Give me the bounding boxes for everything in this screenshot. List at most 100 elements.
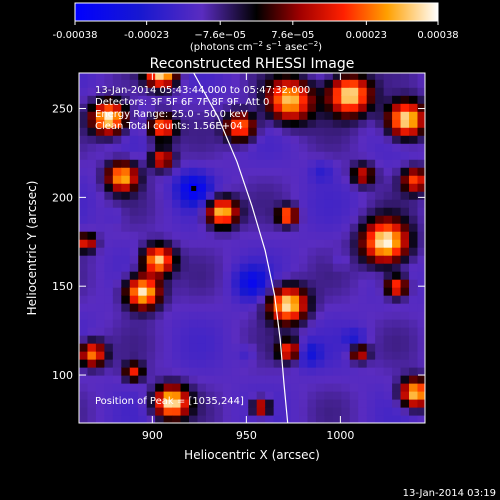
heatmap-cell: [95, 215, 105, 224]
heatmap-cell: [104, 391, 114, 400]
heatmap-cell: [248, 79, 258, 88]
heatmap-cell: [366, 135, 376, 144]
heatmap-cell: [417, 319, 425, 328]
heatmap-cell: [332, 335, 342, 344]
heatmap-cell: [299, 143, 309, 152]
heatmap-cell: [409, 207, 419, 216]
heatmap-cell: [349, 271, 359, 280]
heatmap-cell: [265, 191, 275, 200]
heatmap-cell: [95, 231, 105, 240]
heatmap-cell: [129, 95, 139, 104]
y-axis-label: Heliocentric Y (arcsec): [25, 181, 39, 316]
heatmap-cell: [146, 151, 156, 160]
heatmap-cell: [400, 175, 410, 184]
heatmap-cell: [324, 311, 334, 320]
heatmap-cell: [341, 359, 351, 368]
heatmap-cell: [383, 271, 393, 280]
heatmap-cell: [121, 399, 131, 408]
heatmap-cell: [265, 135, 275, 144]
heatmap-cell: [409, 231, 419, 240]
heatmap-cell: [112, 199, 122, 208]
heatmap-cell: [112, 103, 122, 112]
heatmap-cell: [87, 311, 97, 320]
heatmap-cell: [146, 327, 156, 336]
heatmap-cell: [307, 167, 317, 176]
heatmap-cell: [95, 151, 105, 160]
heatmap-cell: [189, 383, 199, 392]
heatmap-cell: [332, 135, 342, 144]
heatmap-cell: [282, 167, 292, 176]
heatmap-cell: [231, 311, 241, 320]
heatmap-cell: [163, 367, 173, 376]
heatmap-cell: [358, 351, 368, 360]
heatmap-cell: [375, 303, 385, 312]
heatmap-cell: [112, 263, 122, 272]
heatmap-cell: [172, 223, 182, 232]
heatmap-cell: [248, 279, 258, 288]
heatmap-cell: [189, 231, 199, 240]
heatmap-cell: [290, 311, 300, 320]
heatmap-cell: [189, 191, 199, 200]
heatmap-cell: [129, 111, 139, 120]
heatmap-cell: [79, 343, 89, 352]
heatmap-cell: [256, 247, 266, 256]
heatmap-cell: [392, 103, 402, 112]
heatmap-cell: [248, 295, 258, 304]
heatmap-cell: [214, 391, 224, 400]
heatmap-cell: [197, 279, 207, 288]
heatmap-cell: [146, 343, 156, 352]
heatmap-cell: [383, 79, 393, 88]
heatmap-cell: [146, 87, 156, 96]
heatmap-cell: [366, 407, 376, 416]
heatmap-cell: [138, 151, 148, 160]
heatmap-cell: [349, 383, 359, 392]
heatmap-cell: [197, 399, 207, 408]
heatmap-cell: [417, 175, 425, 184]
heatmap-cell: [375, 231, 385, 240]
heatmap-image: [79, 73, 425, 423]
heatmap-cell: [172, 87, 182, 96]
heatmap-cell: [282, 135, 292, 144]
heatmap-cell: [163, 391, 173, 400]
heatmap-cell: [409, 279, 419, 288]
heatmap-cell: [256, 335, 266, 344]
heatmap-cell: [349, 351, 359, 360]
heatmap-cell: [324, 215, 334, 224]
heatmap-cell: [205, 135, 215, 144]
heatmap-cell: [180, 159, 190, 168]
heatmap-cell: [180, 343, 190, 352]
heatmap-cell: [307, 111, 317, 120]
heatmap-cell: [129, 255, 139, 264]
heatmap-cell: [290, 207, 300, 216]
heatmap-cell: [205, 207, 215, 216]
heatmap-cell: [214, 327, 224, 336]
heatmap-cell: [332, 175, 342, 184]
annotation-time-range: 13-Jan-2014 05:43:44.000 to 05:47:32.000: [95, 85, 311, 96]
heatmap-cell: [273, 279, 283, 288]
heatmap-cell: [400, 103, 410, 112]
heatmap-cell: [248, 263, 258, 272]
heatmap-cell: [214, 103, 224, 112]
heatmap-cell: [273, 111, 283, 120]
heatmap-cell: [248, 399, 258, 408]
heatmap-cell: [417, 311, 425, 320]
heatmap-cell: [163, 271, 173, 280]
heatmap-cell: [375, 135, 385, 144]
heatmap-cell: [366, 167, 376, 176]
heatmap-cell: [222, 255, 232, 264]
heatmap-cell: [332, 287, 342, 296]
heatmap-cell: [315, 127, 325, 136]
heatmap-cell: [172, 311, 182, 320]
heatmap-cell: [146, 199, 156, 208]
heatmap-cell: [189, 127, 199, 136]
heatmap-cell: [307, 79, 317, 88]
heatmap-cell: [341, 287, 351, 296]
heatmap-cell: [392, 119, 402, 128]
heatmap-cell: [248, 335, 258, 344]
heatmap-cell: [214, 383, 224, 392]
heatmap-cell: [222, 223, 232, 232]
heatmap-cell: [290, 367, 300, 376]
heatmap-cell: [349, 183, 359, 192]
x-tick-label: 950: [236, 429, 257, 442]
heatmap-cell: [129, 415, 139, 423]
